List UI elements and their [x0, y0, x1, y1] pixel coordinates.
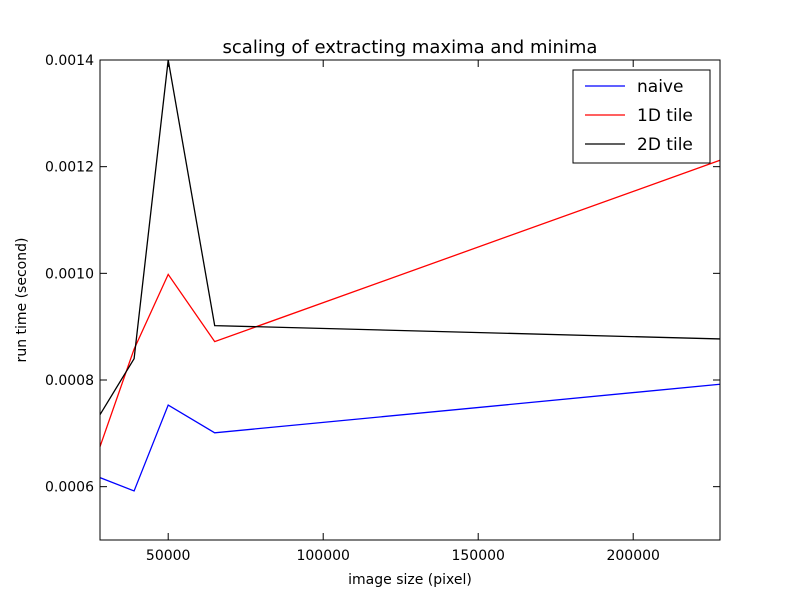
legend-label-2: 2D tile: [637, 135, 693, 155]
chart-title: scaling of extracting maxima and minima: [223, 37, 598, 58]
y-tick-label: 0.0010: [45, 266, 94, 282]
y-tick-label: 0.0006: [45, 480, 94, 496]
legend-label-1: 1D tile: [637, 106, 693, 126]
x-axis: 50000 100000 150000 200000: [146, 60, 660, 564]
x-tick-label: 150000: [451, 548, 504, 564]
legend-label-0: naive: [637, 77, 683, 97]
legend: naive 1D tile 2D tile: [572, 69, 711, 164]
x-tick-label: 200000: [606, 548, 659, 564]
x-tick-label: 100000: [296, 548, 349, 564]
y-axis-label: run time (second): [14, 238, 30, 363]
y-tick-label: 0.0014: [45, 53, 94, 69]
x-tick-label: 50000: [146, 548, 191, 564]
y-axis: 0.0006 0.0008 0.0010 0.0012 0.0014: [45, 53, 720, 496]
series-line-0: [99, 383, 721, 492]
x-axis-label: image size (pixel): [348, 572, 472, 588]
plot-frame: [99, 59, 721, 541]
y-tick-label: 0.0008: [45, 373, 94, 389]
series-line-1: [99, 159, 721, 447]
y-tick-label: 0.0012: [45, 160, 94, 176]
